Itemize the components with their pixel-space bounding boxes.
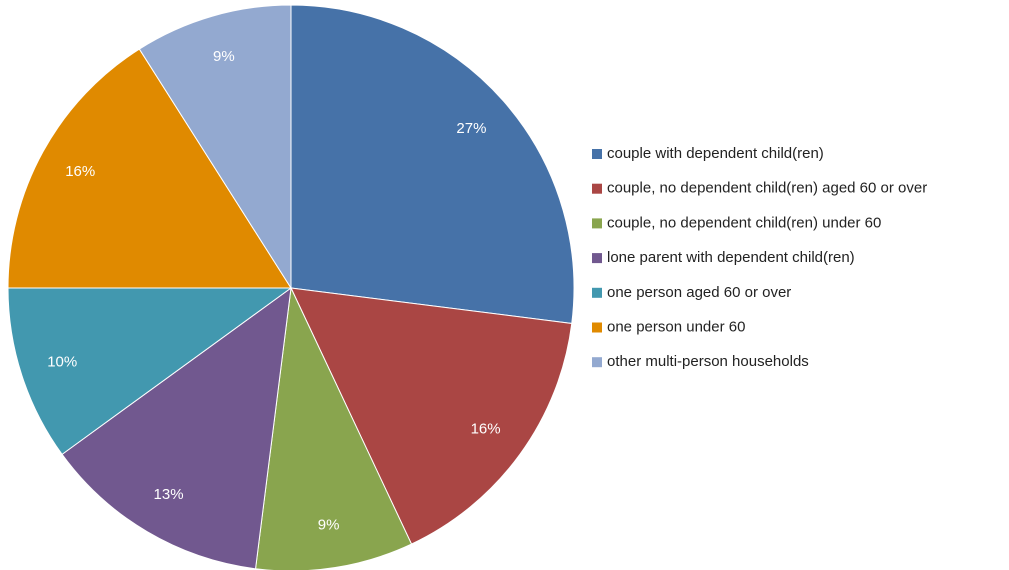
legend-swatch xyxy=(592,287,602,298)
slice-label: 9% xyxy=(318,517,340,534)
legend-label: couple, no dependent child(ren) under 60 xyxy=(607,214,881,231)
slice-label: 9% xyxy=(213,48,235,65)
slice-label: 16% xyxy=(471,420,501,437)
slice-label: 16% xyxy=(65,163,95,180)
legend-label: one person under 60 xyxy=(607,318,745,335)
legend-swatch xyxy=(592,149,602,159)
pie-slice xyxy=(290,287,573,545)
pie-slice xyxy=(7,48,292,289)
legend-label: one person aged 60 or over xyxy=(607,284,791,301)
slice-label: 27% xyxy=(456,120,486,137)
legend-swatch xyxy=(592,218,602,229)
pie-slice xyxy=(61,286,292,570)
pie-slice xyxy=(138,4,292,290)
legend-swatch xyxy=(592,357,602,368)
legend-swatch xyxy=(592,253,602,264)
legend-label: lone parent with dependent child(ren) xyxy=(607,249,855,266)
legend-label: couple with dependent child(ren) xyxy=(607,145,824,162)
legend-label: other multi-person households xyxy=(607,353,809,370)
slice-label: 13% xyxy=(154,486,184,503)
pie-slice xyxy=(290,4,575,325)
slice-label: 10% xyxy=(47,353,77,370)
pie-slice xyxy=(7,287,293,456)
legend-swatch xyxy=(592,183,602,194)
legend-swatch xyxy=(592,322,602,333)
legend-label: couple, no dependent child(ren) aged 60 … xyxy=(607,180,927,197)
